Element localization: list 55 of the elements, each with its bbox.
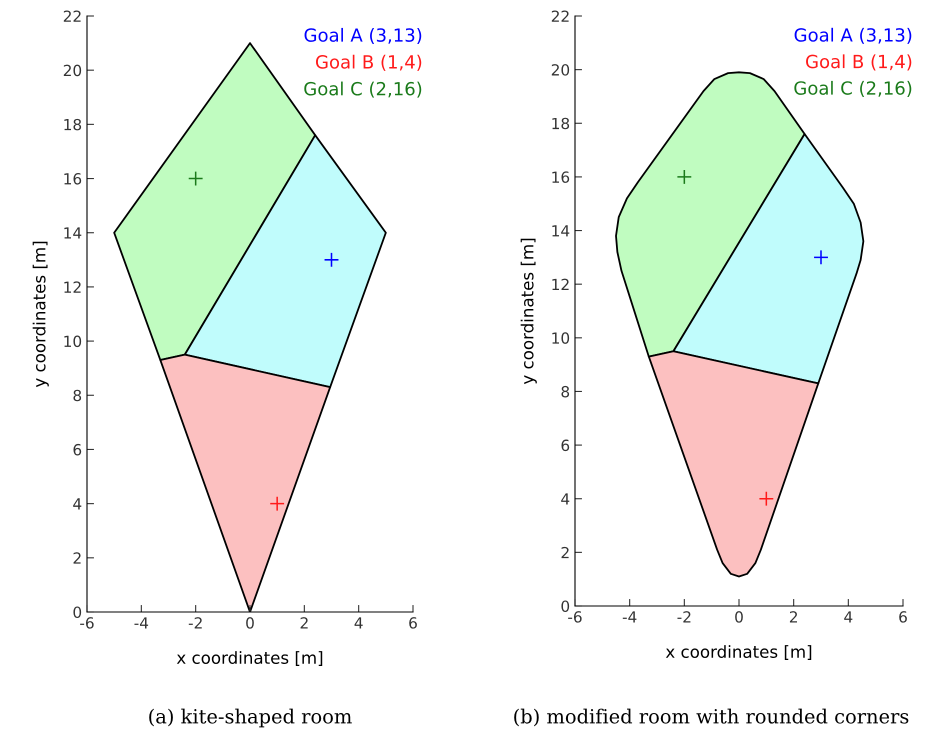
point <box>676 169 692 185</box>
y-tick-label: 16 <box>552 171 570 183</box>
x-tick-label: 4 <box>844 611 852 622</box>
y-tick-label: 12 <box>552 278 569 290</box>
point <box>269 496 285 512</box>
y-tick-label: 0 <box>561 600 570 612</box>
text: (a) kite-shaped room <box>149 708 352 728</box>
text: (b) modified room with rounded corners <box>514 708 908 726</box>
y-tick-label: 8 <box>73 390 82 402</box>
text: Goal B (1,4) <box>316 54 422 71</box>
x-tick-label: -2 <box>677 611 690 622</box>
x-tick-label: 4 <box>354 617 363 628</box>
x-tick-label: 2 <box>790 611 797 622</box>
y-tick-label: 14 <box>552 225 570 236</box>
x-tick-label: 0 <box>735 611 743 623</box>
y-tick-label: 22 <box>64 10 81 22</box>
y-tick-label: 18 <box>552 118 570 130</box>
y-tick-label: 2 <box>562 546 569 558</box>
x-axis-title: x coordinates [m] <box>176 651 322 666</box>
point <box>188 170 204 186</box>
y-tick-label: 18 <box>64 118 82 130</box>
x-tick-label: 2 <box>300 617 308 628</box>
y-tick-label: 20 <box>552 64 570 76</box>
x-tick-label: 6 <box>899 611 907 623</box>
x-tick-label: -6 <box>80 617 94 629</box>
x-tick-label: -4 <box>134 617 148 628</box>
y-axis-title: y coordinates [m] <box>520 238 537 384</box>
point <box>758 491 774 506</box>
text: Goal C (2,16) <box>304 82 422 98</box>
point <box>324 252 340 268</box>
x-tick-label: -4 <box>622 611 636 622</box>
y-tick-label: 12 <box>64 281 81 293</box>
y-tick-label: 10 <box>64 336 82 348</box>
text: Goal A (3,13) <box>794 28 912 44</box>
x-tick-label: 0 <box>246 617 254 629</box>
y-tick-label: 16 <box>64 173 82 185</box>
text: Goal A (3,13) <box>304 28 422 44</box>
y-tick-label: 4 <box>561 493 570 505</box>
y-tick-label: 2 <box>74 552 81 564</box>
y-tick-label: 6 <box>73 444 82 456</box>
x-axis-title: x coordinates [m] <box>666 645 812 660</box>
y-tick-label: 20 <box>64 64 82 76</box>
x-tick-label: 6 <box>409 617 417 629</box>
x-tick-label: -6 <box>568 611 582 623</box>
y-tick-label: 6 <box>561 440 570 452</box>
point <box>813 250 829 266</box>
y-axis-title: y coordinates [m] <box>32 242 49 388</box>
y-tick-label: 14 <box>64 227 82 239</box>
text: Goal B (1,4) <box>806 54 912 70</box>
y-tick-label: 10 <box>552 332 570 344</box>
y-tick-label: 8 <box>561 386 570 398</box>
x-tick-label: -2 <box>188 617 202 628</box>
y-tick-label: 4 <box>73 498 82 510</box>
text: Goal C (2,16) <box>794 80 912 97</box>
y-tick-label: 22 <box>552 10 569 22</box>
